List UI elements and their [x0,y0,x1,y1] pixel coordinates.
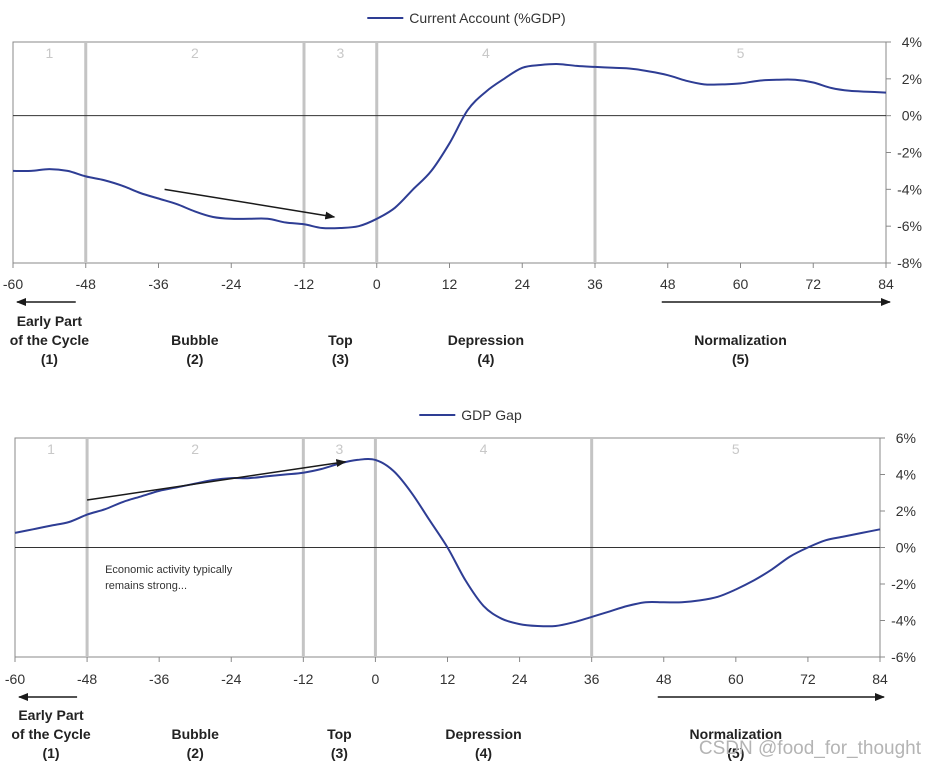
y-tick-label: -2% [891,576,916,592]
y-tick-label: -8% [897,255,922,271]
x-tick-label: 48 [656,671,672,687]
phase-label: Early Part [18,707,84,723]
x-tick-label: 72 [805,276,821,292]
x-tick-label: -60 [3,276,23,292]
x-tick-label: 48 [660,276,676,292]
y-tick-label: -6% [897,218,922,234]
x-tick-label: 84 [878,276,894,292]
x-tick-label: 24 [514,276,530,292]
legend-label: Current Account (%GDP) [409,10,565,26]
y-tick-label: 4% [896,467,916,483]
x-tick-label: -36 [149,671,169,687]
phase-number: 4 [482,45,490,61]
y-tick-label: -2% [897,145,922,161]
x-tick-label: 60 [733,276,749,292]
phase-label: (2) [187,745,204,761]
phase-label: Depression [448,332,524,348]
x-tick-label: 36 [584,671,600,687]
x-tick-label: -24 [221,276,241,292]
series-line [14,457,881,628]
phase-label: Top [328,332,353,348]
x-tick-label: -48 [77,671,97,687]
x-tick-label: 36 [587,276,603,292]
phase-label: (3) [332,351,349,367]
trend-arrow [164,188,336,220]
x-tick-label: 84 [872,671,888,687]
phase-label: of the Cycle [10,332,90,348]
phase-number: 1 [45,45,53,61]
phase-number: 1 [47,441,55,457]
trend-arrow [86,459,347,501]
x-tick-label: -48 [76,276,96,292]
phase-number: 5 [737,45,745,61]
gdp-gap-chart: 1 2 3 4 56%4%2%0%-2%-4%-6%-60 -48 -36 -24 -12 0 12… [5,407,916,761]
watermark: CSDN @food_for_thought [699,738,922,759]
x-tick-label: 72 [800,671,816,687]
y-tick-label: -6% [891,649,916,665]
phase-label: (5) [727,745,744,761]
phase-label: Top [327,726,352,742]
x-tick-label: -36 [148,276,168,292]
x-tick-label: -60 [5,671,25,687]
x-tick-label: 12 [440,671,456,687]
legend-label: GDP Gap [461,407,522,423]
phase-label: Normalization [694,332,787,348]
phase-label: Bubble [171,726,219,742]
phase-number: 4 [480,441,488,457]
phase-number: 2 [191,45,199,61]
y-tick-label: -4% [891,613,916,629]
phase-label: (4) [477,351,494,367]
y-tick-label: 0% [896,540,916,556]
phase-label: (1) [41,351,58,367]
x-tick-label: 0 [373,276,381,292]
y-tick-label: -4% [897,181,922,197]
phase-label: of the Cycle [11,726,91,742]
y-tick-label: 2% [902,71,922,87]
phase-label: Depression [445,726,521,742]
x-tick-label: 24 [512,671,528,687]
annotation-text: Economic activity typically [105,564,233,576]
phase-number: 3 [335,441,343,457]
x-tick-label: -12 [293,671,313,687]
phase-label: Normalization [690,726,783,742]
y-tick-label: 0% [902,108,922,124]
phase-number: 3 [336,45,344,61]
phase-number: 5 [732,441,740,457]
phase-label: Bubble [171,332,219,348]
series-line [12,63,887,230]
x-tick-label: -24 [221,671,241,687]
y-tick-label: 6% [896,430,916,446]
x-tick-label: 60 [728,671,744,687]
phase-label: (4) [475,745,492,761]
x-tick-label: 0 [372,671,380,687]
phase-label: (5) [732,351,749,367]
y-tick-label: 4% [902,34,922,50]
phase-number: 2 [191,441,199,457]
x-tick-label: 12 [442,276,458,292]
phase-label: (3) [331,745,348,761]
plot-frame [12,41,887,264]
y-tick-label: 2% [896,503,916,519]
annotation-text: remains strong... [105,580,187,592]
phase-label: Early Part [17,313,83,329]
x-tick-label: -12 [294,276,314,292]
phase-label: (1) [42,745,59,761]
current-account-chart: 1 2 3 4 54%2%0%-2%-4%-6%-8%-60 -48 -36 -24 -12 0 1… [3,10,922,367]
phase-label: (2) [186,351,203,367]
